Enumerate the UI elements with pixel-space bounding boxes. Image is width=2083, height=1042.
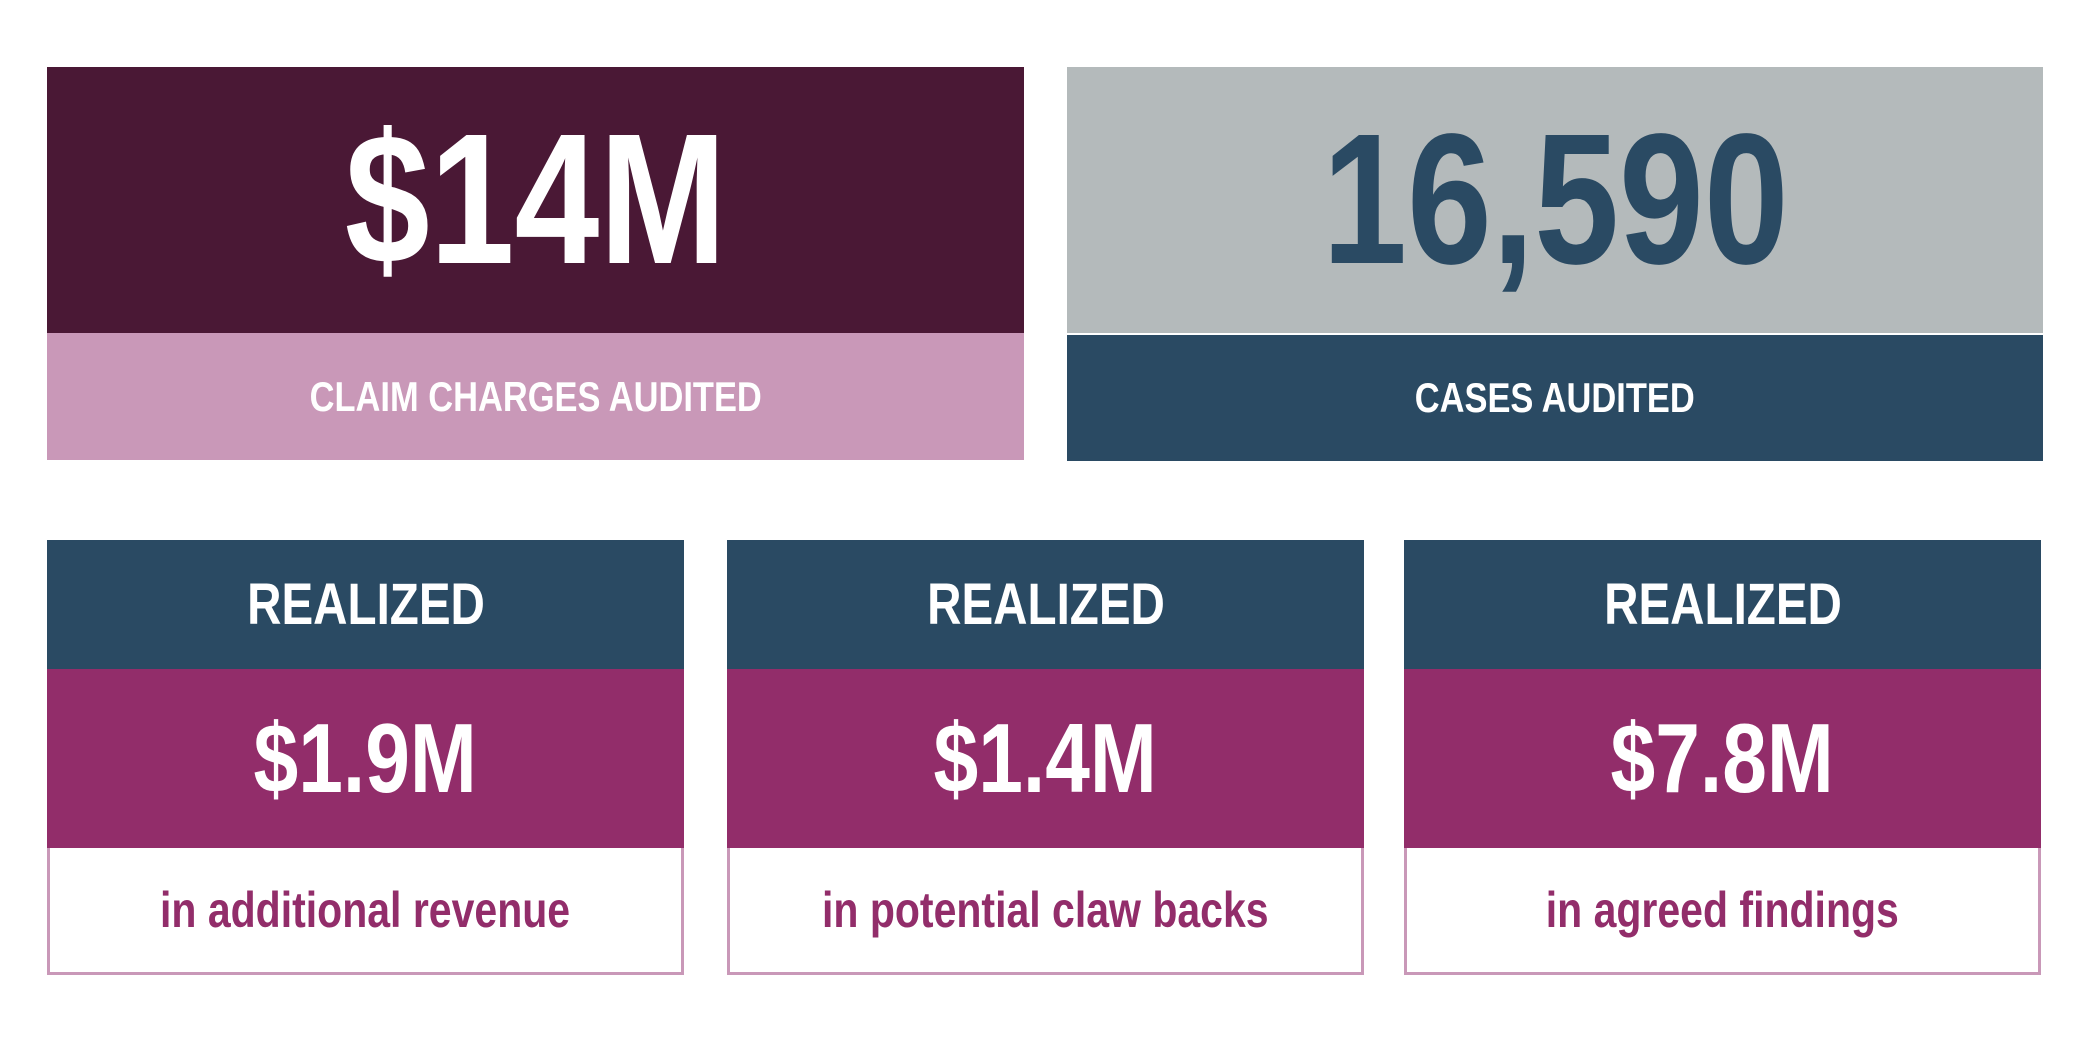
- stat-label-text: CLAIM CHARGES AUDITED: [309, 372, 762, 420]
- stat-value: $14M: [47, 67, 1024, 333]
- stat-label: CASES AUDITED: [1067, 335, 2043, 461]
- realized-value: $7.8M: [1404, 669, 2041, 848]
- realized-description-text: in potential claw backs: [822, 882, 1269, 938]
- realized-value-text: $1.4M: [933, 703, 1158, 813]
- realized-heading-text: REALIZED: [246, 572, 485, 637]
- realized-value-text: $1.9M: [253, 703, 478, 813]
- stat-value-text: $14M: [344, 96, 727, 303]
- realized-description-text: in additional revenue: [160, 882, 571, 938]
- realized-description: in additional revenue: [47, 848, 684, 975]
- realized-heading: REALIZED: [47, 540, 684, 669]
- stat-label-text: CASES AUDITED: [1414, 374, 1696, 421]
- realized-value: $1.9M: [47, 669, 684, 848]
- stat-value: 16,590: [1067, 67, 2043, 333]
- realized-heading-text: REALIZED: [1603, 572, 1842, 637]
- realized-heading: REALIZED: [727, 540, 1364, 669]
- realized-value: $1.4M: [727, 669, 1364, 848]
- realized-value-text: $7.8M: [1610, 703, 1835, 813]
- realized-description: in agreed findings: [1404, 848, 2041, 975]
- realized-heading-text: REALIZED: [926, 572, 1165, 637]
- realized-description-text: in agreed findings: [1545, 882, 1900, 938]
- stat-value-text: 16,590: [1321, 96, 1789, 303]
- stat-label: CLAIM CHARGES AUDITED: [47, 333, 1024, 460]
- realized-description: in potential claw backs: [727, 848, 1364, 975]
- realized-heading: REALIZED: [1404, 540, 2041, 669]
